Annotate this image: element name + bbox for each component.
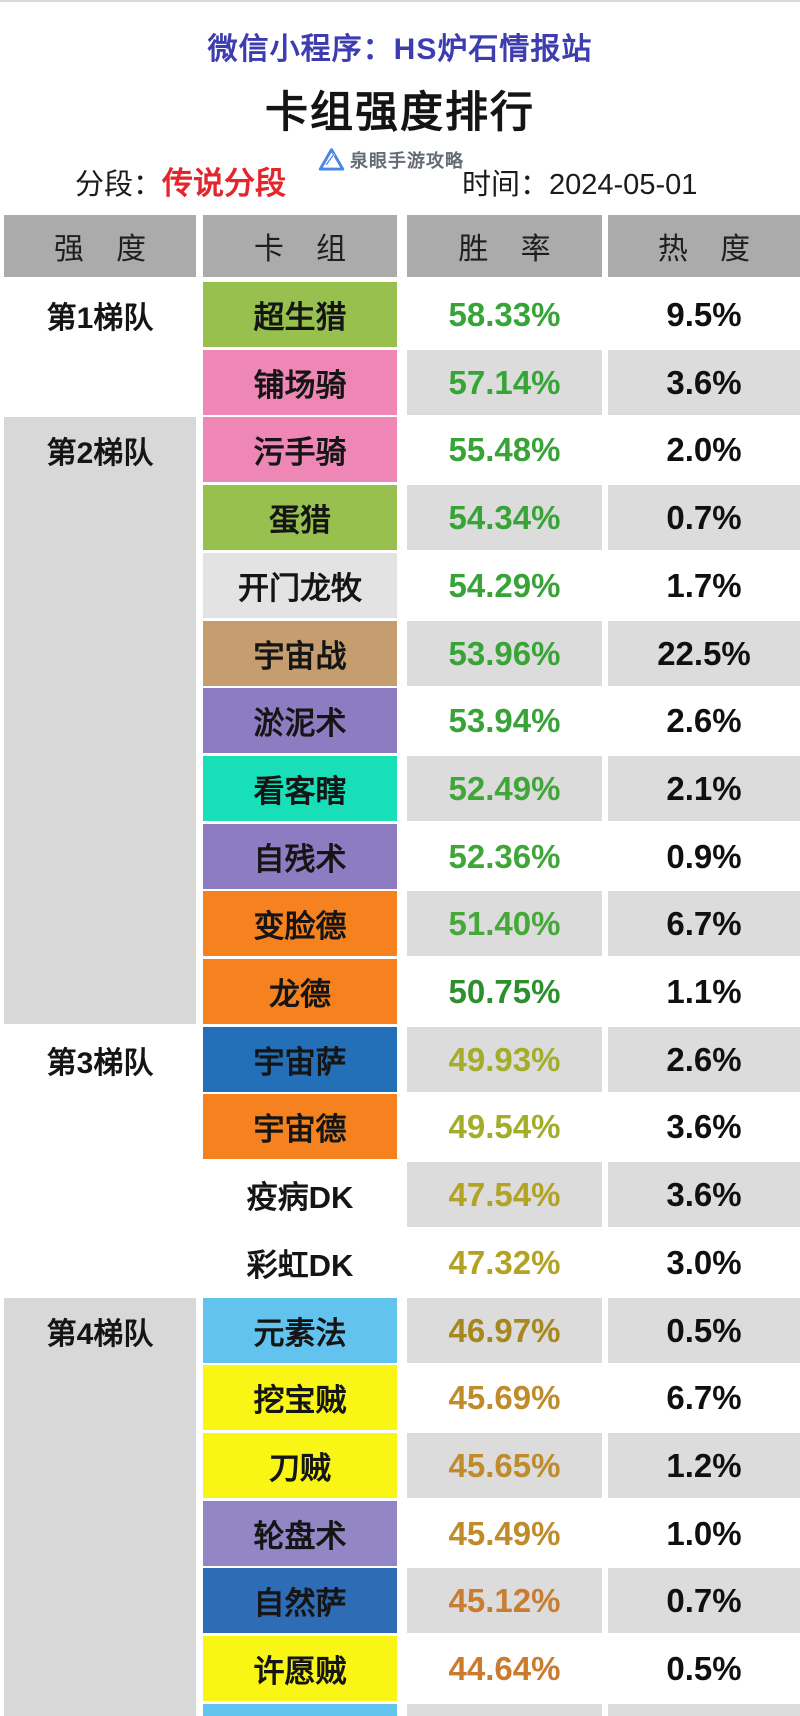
deck-cell: 自残术 bbox=[203, 824, 397, 889]
deck-cell: 淤泥术 bbox=[203, 688, 397, 753]
win-rate-cell: 46.97% bbox=[407, 1298, 602, 1363]
time-text: 时间：2024-05-01 bbox=[462, 161, 697, 203]
win-rate-cell: 52.36% bbox=[407, 824, 602, 889]
deck-cell: 刀贼 bbox=[203, 1433, 397, 1498]
deck-cell: 开门龙牧 bbox=[203, 553, 397, 618]
heat-cell: 3.6% bbox=[608, 1162, 800, 1227]
deck-cell: 疫病DK bbox=[246, 1180, 354, 1215]
deck-cell: 轮盘术 bbox=[203, 1501, 397, 1566]
deck-cell: 污手骑 bbox=[203, 417, 397, 482]
deck-cell: 宇宙萨 bbox=[203, 1027, 397, 1092]
win-rate-cell: 52.49% bbox=[407, 756, 602, 821]
win-rate-cell: 44.64% bbox=[407, 1636, 602, 1701]
deck-cell: 宇宙德 bbox=[203, 1094, 397, 1159]
heat-cell: 1.0% bbox=[608, 1501, 800, 1566]
deck-cell: 铺场骑 bbox=[203, 350, 397, 415]
deck-cell: 超生猎 bbox=[203, 282, 397, 347]
win-rate-cell: 58.33% bbox=[407, 282, 602, 347]
heat-cell: 1.1% bbox=[608, 959, 800, 1024]
deck-cell: 变脸德 bbox=[203, 891, 397, 956]
win-rate-cell: 49.93% bbox=[407, 1027, 602, 1092]
win-rate-cell: 51.40% bbox=[407, 891, 602, 956]
heat-cell: 2.6% bbox=[608, 688, 800, 753]
deck-cell: 龙德 bbox=[203, 959, 397, 1024]
heat-cell: 0.5% bbox=[608, 1636, 800, 1701]
column-header: 胜 率 bbox=[407, 215, 602, 277]
win-rate-cell: 57.14% bbox=[407, 350, 602, 415]
win-rate-cell: 54.34% bbox=[407, 485, 602, 550]
segment-text: 分段：传说分段 bbox=[75, 158, 286, 203]
column-header: 卡 组 bbox=[203, 215, 397, 277]
win-rate-cell: 45.49% bbox=[407, 1501, 602, 1566]
win-rate-cell: 54.29% bbox=[407, 553, 602, 618]
heat-cell: 0.7% bbox=[608, 485, 800, 550]
time-value: 2024-05-01 bbox=[549, 169, 698, 201]
win-rate-cell: 53.96% bbox=[407, 621, 602, 686]
column-header: 强 度 bbox=[4, 215, 196, 277]
win-rate-cell: 55.48% bbox=[407, 417, 602, 482]
deck-cell: 宇宙战 bbox=[203, 621, 397, 686]
heat-cell: 6.7% bbox=[608, 1365, 800, 1430]
tier-label: 第3梯队 bbox=[46, 1046, 154, 1080]
tier-label: 第4梯队 bbox=[46, 1317, 154, 1351]
win-rate-cell: 45.65% bbox=[407, 1433, 602, 1498]
heat-cell: 1.2% bbox=[608, 1433, 800, 1498]
watermark-text: 泉眼手游攻略 bbox=[350, 150, 464, 171]
deck-cell: 蛋猎 bbox=[203, 485, 397, 550]
heat-cell: 3.0% bbox=[608, 1230, 800, 1295]
win-rate-cell: 47.54% bbox=[407, 1162, 602, 1227]
heat-cell: 2.6% bbox=[608, 1027, 800, 1092]
tier-background bbox=[4, 417, 196, 1024]
deck-cell: 彩虹DK bbox=[246, 1248, 354, 1283]
top-border bbox=[0, 0, 800, 2]
deck-cell: 许愿贼 bbox=[203, 1636, 397, 1701]
win-rate-cell: 47.32% bbox=[407, 1230, 602, 1295]
column-header: 热 度 bbox=[608, 215, 800, 277]
page-title: 卡组强度排行 bbox=[265, 89, 535, 137]
heat-cell bbox=[608, 1704, 800, 1716]
segment-value: 传说分段 bbox=[162, 166, 287, 201]
win-rate-cell bbox=[407, 1704, 602, 1716]
win-rate-cell: 45.69% bbox=[407, 1365, 602, 1430]
heat-cell: 22.5% bbox=[608, 621, 800, 686]
heat-cell: 2.1% bbox=[608, 756, 800, 821]
heat-cell: 3.6% bbox=[608, 1094, 800, 1159]
heat-cell: 0.7% bbox=[608, 1568, 800, 1633]
heat-cell: 0.5% bbox=[608, 1298, 800, 1363]
segment-label: 分段： bbox=[75, 169, 163, 201]
time-label: 时间： bbox=[462, 169, 550, 201]
app-title: 微信小程序：HS炉石情报站 bbox=[207, 33, 593, 66]
heat-cell: 3.6% bbox=[608, 350, 800, 415]
win-rate-cell: 50.75% bbox=[407, 959, 602, 1024]
watermark: 泉眼手游攻略 bbox=[318, 146, 464, 173]
tier-background bbox=[4, 1298, 196, 1716]
heat-cell: 0.9% bbox=[608, 824, 800, 889]
deck-cell bbox=[203, 1704, 397, 1716]
deck-cell: 自然萨 bbox=[203, 1568, 397, 1633]
watermark-logo-icon bbox=[318, 148, 345, 171]
heat-cell: 2.0% bbox=[608, 417, 800, 482]
tier-label: 第2梯队 bbox=[46, 436, 154, 470]
heat-cell: 9.5% bbox=[608, 282, 800, 347]
deck-cell: 元素法 bbox=[203, 1298, 397, 1363]
deck-cell: 挖宝贼 bbox=[203, 1365, 397, 1430]
deck-cell: 看客瞎 bbox=[203, 756, 397, 821]
win-rate-cell: 53.94% bbox=[407, 688, 602, 753]
heat-cell: 1.7% bbox=[608, 553, 800, 618]
heat-cell: 6.7% bbox=[608, 891, 800, 956]
win-rate-cell: 49.54% bbox=[407, 1094, 602, 1159]
win-rate-cell: 45.12% bbox=[407, 1568, 602, 1633]
tier-label: 第1梯队 bbox=[46, 301, 154, 335]
